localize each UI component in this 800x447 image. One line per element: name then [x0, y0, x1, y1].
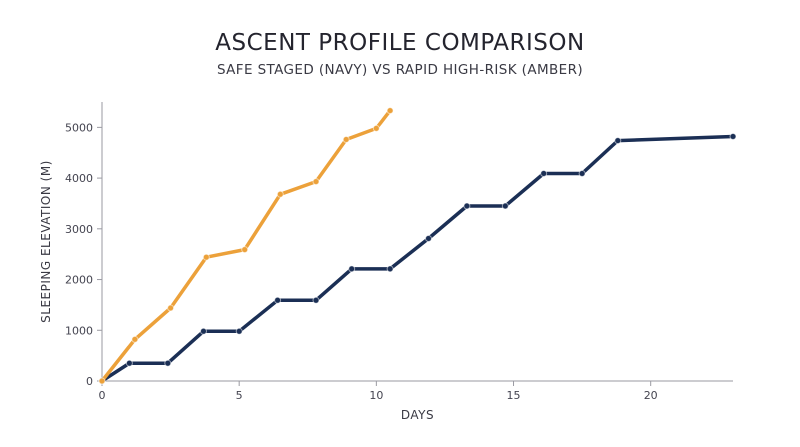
y-tick-label: 2000 [65, 274, 93, 287]
data-point [463, 202, 471, 210]
data-point [98, 377, 106, 385]
data-point [241, 246, 249, 254]
x-tick-label: 0 [99, 389, 106, 402]
y-tick-label: 4000 [65, 172, 93, 185]
series-line [100, 134, 735, 383]
x-axis-label: DAYS [401, 408, 434, 422]
data-point [235, 327, 243, 335]
data-point [200, 327, 207, 335]
series-0 [98, 133, 737, 385]
y-tick-label: 0 [86, 375, 93, 388]
data-point [276, 190, 284, 198]
data-point [729, 133, 737, 140]
data-point [202, 253, 210, 261]
y-tick-label: 1000 [65, 324, 93, 337]
data-point [167, 304, 175, 312]
y-tick-label: 5000 [65, 121, 93, 134]
axes: 0 5 10 15 20 0 1000 2000 3000 4000 5000 [65, 102, 733, 402]
series-layer [98, 107, 737, 385]
y-tick-label: 3000 [65, 223, 93, 236]
data-point [425, 235, 432, 242]
data-point [386, 265, 394, 273]
y-axis-label: SLEEPING ELEVATION (M) [39, 160, 53, 323]
data-point [125, 359, 133, 367]
x-tick-label: 5 [236, 389, 243, 402]
data-point [312, 296, 320, 304]
series-1 [98, 107, 394, 385]
x-tick-label: 15 [507, 389, 521, 402]
data-point [372, 124, 380, 132]
series-line [100, 108, 392, 383]
data-point [342, 136, 350, 143]
x-tick-label: 20 [644, 389, 658, 402]
data-point [274, 296, 282, 304]
chart-title: ASCENT PROFILE COMPARISON [215, 30, 585, 56]
data-point [501, 202, 509, 210]
data-point [386, 107, 394, 115]
x-tick-label: 10 [369, 389, 383, 402]
data-point [312, 178, 320, 186]
data-point [540, 170, 548, 177]
chart-subtitle: SAFE STAGED (NAVY) VS RAPID HIGH-RISK (A… [216, 62, 584, 78]
data-point [164, 359, 172, 367]
data-point [614, 137, 622, 145]
data-point [348, 265, 356, 273]
data-point [578, 170, 586, 177]
data-point [131, 335, 139, 343]
